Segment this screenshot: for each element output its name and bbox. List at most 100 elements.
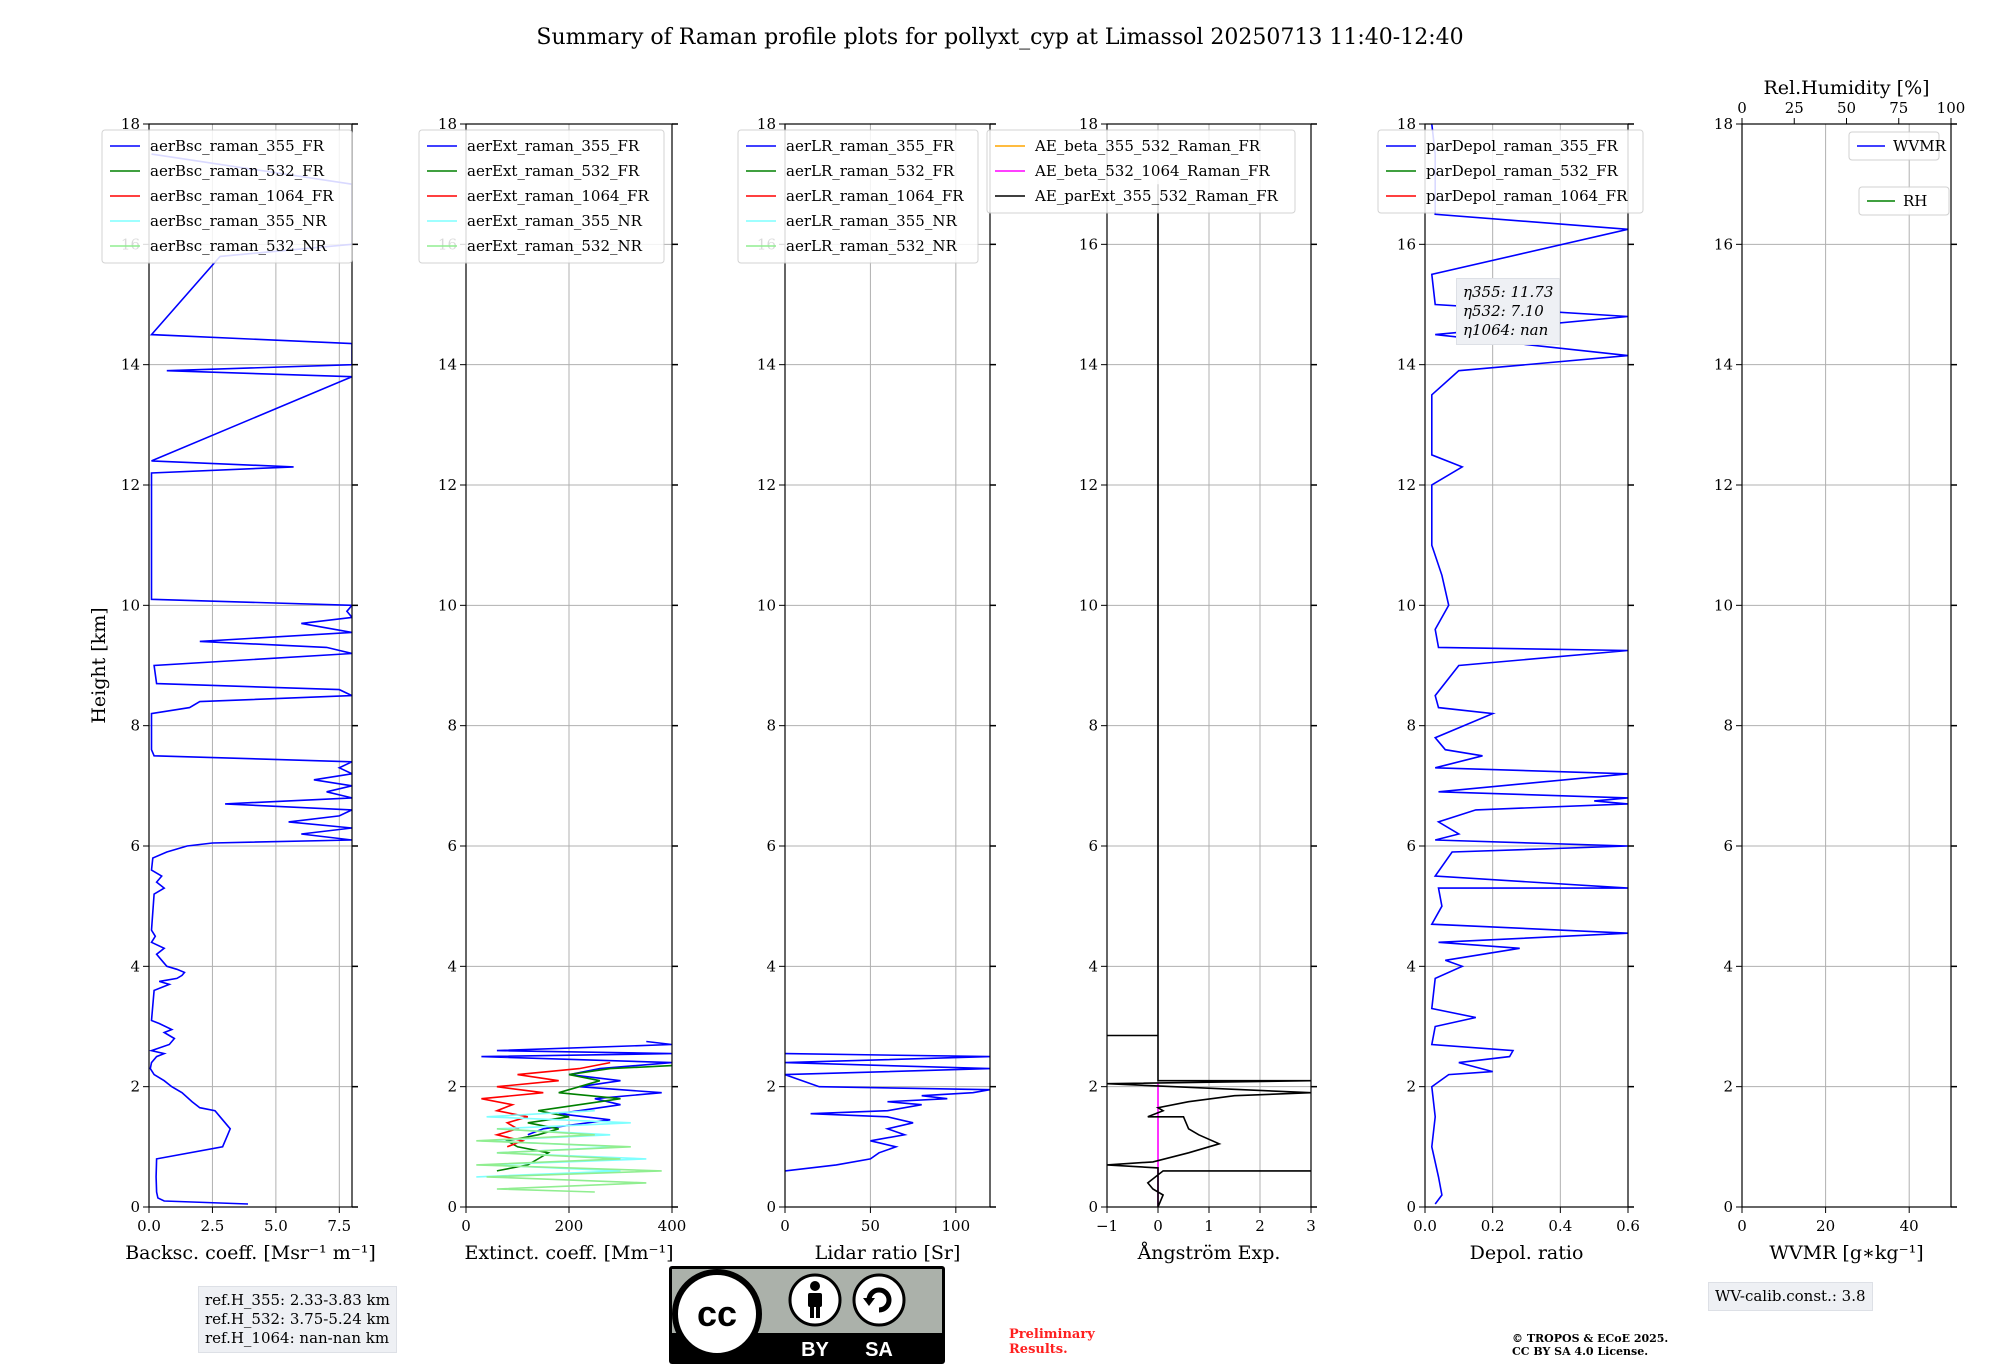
y-axis-label: Height [km] — [88, 607, 110, 723]
y-tick-label: 12 — [1079, 476, 1098, 494]
y-tick-label: 4 — [766, 957, 776, 975]
legend-label: aerExt_raman_355_NR — [467, 212, 643, 230]
y-tick-label: 10 — [1397, 596, 1416, 614]
legend-label: AE_beta_532_1064_Raman_FR — [1034, 162, 1270, 180]
series-line-aerExt_raman_1064_FR — [481, 1061, 611, 1148]
svg-text:cc: cc — [697, 1293, 737, 1334]
legend-label: parDepol_raman_355_FR — [1426, 137, 1619, 155]
y-tick-label: 10 — [438, 596, 457, 614]
y-tick-label: 14 — [438, 356, 457, 374]
y-tick-label: 0 — [447, 1198, 457, 1216]
y-tick-label: 12 — [757, 476, 776, 494]
ref-height-532: ref.H_532: 3.75-5.24 km — [205, 1310, 390, 1328]
plot-frame — [1741, 123, 1952, 1208]
legend-label: aerBsc_raman_532_FR — [150, 162, 325, 180]
figure-title: Summary of Raman profile plots for polly… — [536, 25, 1463, 50]
x-tick-label: 5.0 — [264, 1217, 288, 1235]
x-tick-label: 0 — [1737, 1217, 1747, 1235]
legend-label: aerExt_raman_355_FR — [467, 137, 640, 155]
attribution-icon — [788, 1273, 842, 1327]
y-tick-label: 8 — [130, 717, 140, 735]
legend-box — [101, 129, 353, 264]
x-tick-label: 0.0 — [1413, 1217, 1437, 1235]
x-axis-label: Lidar ratio [Sr] — [815, 1242, 961, 1264]
badge-sa-label: SA — [865, 1339, 893, 1361]
y-tick-label: 4 — [1723, 957, 1733, 975]
x-tick-label: 0 — [461, 1217, 471, 1235]
series-line-AE_parExt_355_532_Raman_FR — [1107, 184, 1311, 1207]
y-tick-label: 6 — [1723, 837, 1733, 855]
legend-label: aerLR_raman_355_NR — [786, 212, 957, 230]
top-x-tick-label: 25 — [1785, 99, 1804, 117]
legend-box — [986, 129, 1296, 214]
panel-depol: 0.0 0.2 0.4 0.6 0 2 4 6 8 10 12 14 16 18 Depol. ratio p… — [1377, 115, 1644, 1264]
y-tick-label: 18 — [121, 115, 140, 133]
ref-height-355: ref.H_355: 2.33-3.83 km — [205, 1291, 390, 1309]
y-tick-label: 4 — [130, 957, 140, 975]
legend-label: aerLR_raman_355_FR — [786, 137, 955, 155]
y-tick-label: 12 — [438, 476, 457, 494]
y-tick-label: 16 — [1714, 235, 1733, 253]
y-tick-label: 2 — [447, 1078, 457, 1096]
x-tick-label: 1 — [1204, 1217, 1214, 1235]
y-tick-label: 10 — [757, 596, 776, 614]
panel-lr: 050100024681012141618Lidar ratio [Sr]aer… — [737, 115, 996, 1264]
legend-label: aerBsc_raman_1064_FR — [150, 187, 334, 205]
y-tick-label: 16 — [1397, 235, 1416, 253]
legend-box — [418, 129, 665, 264]
y-tick-label: 4 — [447, 957, 457, 975]
legend-label: aerBsc_raman_355_FR — [150, 137, 325, 155]
x-tick-label: 50 — [861, 1217, 880, 1235]
x-axis-label: WVMR [g∗kg⁻¹] — [1769, 1242, 1923, 1264]
plot-frame — [784, 123, 991, 1208]
x-tick-label: 0 — [780, 1217, 790, 1235]
x-tick-label: 0.6 — [1616, 1217, 1640, 1235]
y-tick-label: 14 — [757, 356, 776, 374]
y-tick-label: 18 — [1397, 115, 1416, 133]
y-tick-label: 6 — [447, 837, 457, 855]
top-x-tick-label: 100 — [1937, 99, 1966, 117]
legend-box — [1848, 131, 1940, 161]
x-axis-label: Depol. ratio — [1470, 1242, 1584, 1264]
x-tick-label: 400 — [658, 1217, 687, 1235]
y-tick-label: 0 — [766, 1198, 776, 1216]
x-tick-label: 0.0 — [137, 1217, 161, 1235]
y-tick-label: 0 — [1723, 1198, 1733, 1216]
y-tick-label: 8 — [447, 717, 457, 735]
x-tick-label: 0 — [1153, 1217, 1163, 1235]
y-tick-label: 12 — [1714, 476, 1733, 494]
ref-height-box: ref.H_355: 2.33-3.83 km ref.H_532: 3.75-… — [198, 1286, 397, 1353]
y-tick-label: 2 — [1723, 1078, 1733, 1096]
y-tick-label: 6 — [1088, 837, 1098, 855]
legend-label: aerBsc_raman_532_NR — [150, 237, 327, 255]
legend-label: aerBsc_raman_355_NR — [150, 212, 327, 230]
eta-box: η355: 11.73 η532: 7.10 η1064: nan — [1456, 278, 1561, 345]
series-line-aerExt_raman_532_NR — [476, 1128, 662, 1193]
y-tick-label: 2 — [1088, 1078, 1098, 1096]
legend-label: aerLR_raman_532_NR — [786, 237, 957, 255]
y-tick-label: 6 — [130, 837, 140, 855]
y-tick-label: 6 — [1406, 837, 1416, 855]
y-tick-label: 2 — [1406, 1078, 1416, 1096]
y-tick-label: 14 — [1397, 356, 1416, 374]
x-tick-label: 2 — [1255, 1217, 1265, 1235]
top-x-tick-label: 75 — [1889, 99, 1908, 117]
panel-bsc: 0.02.55.07.5024681012141618Backsc. coeff… — [88, 115, 376, 1264]
y-tick-label: 18 — [438, 115, 457, 133]
legend-label: aerExt_raman_1064_FR — [467, 187, 649, 205]
legend-label: AE_beta_355_532_Raman_FR — [1034, 137, 1261, 155]
x-tick-label: 0.4 — [1548, 1217, 1572, 1235]
top-x-tick-label: 0 — [1737, 99, 1747, 117]
preliminary-note: Preliminary Results. — [1009, 1327, 1095, 1357]
y-tick-label: 12 — [1397, 476, 1416, 494]
legend-label: aerLR_raman_1064_FR — [786, 187, 964, 205]
y-tick-label: 8 — [1723, 717, 1733, 735]
y-tick-label: 4 — [1088, 957, 1098, 975]
copyright-note: © TROPOS & ECoE 2025. CC BY SA 4.0 Licen… — [1512, 1332, 1668, 1358]
y-tick-label: 16 — [1079, 235, 1098, 253]
y-tick-label: 8 — [1088, 717, 1098, 735]
x-tick-label: 200 — [555, 1217, 584, 1235]
panels: 0.02.55.07.5024681012141618Backsc. coeff… — [88, 77, 1965, 1264]
y-tick-label: 0 — [1088, 1198, 1098, 1216]
